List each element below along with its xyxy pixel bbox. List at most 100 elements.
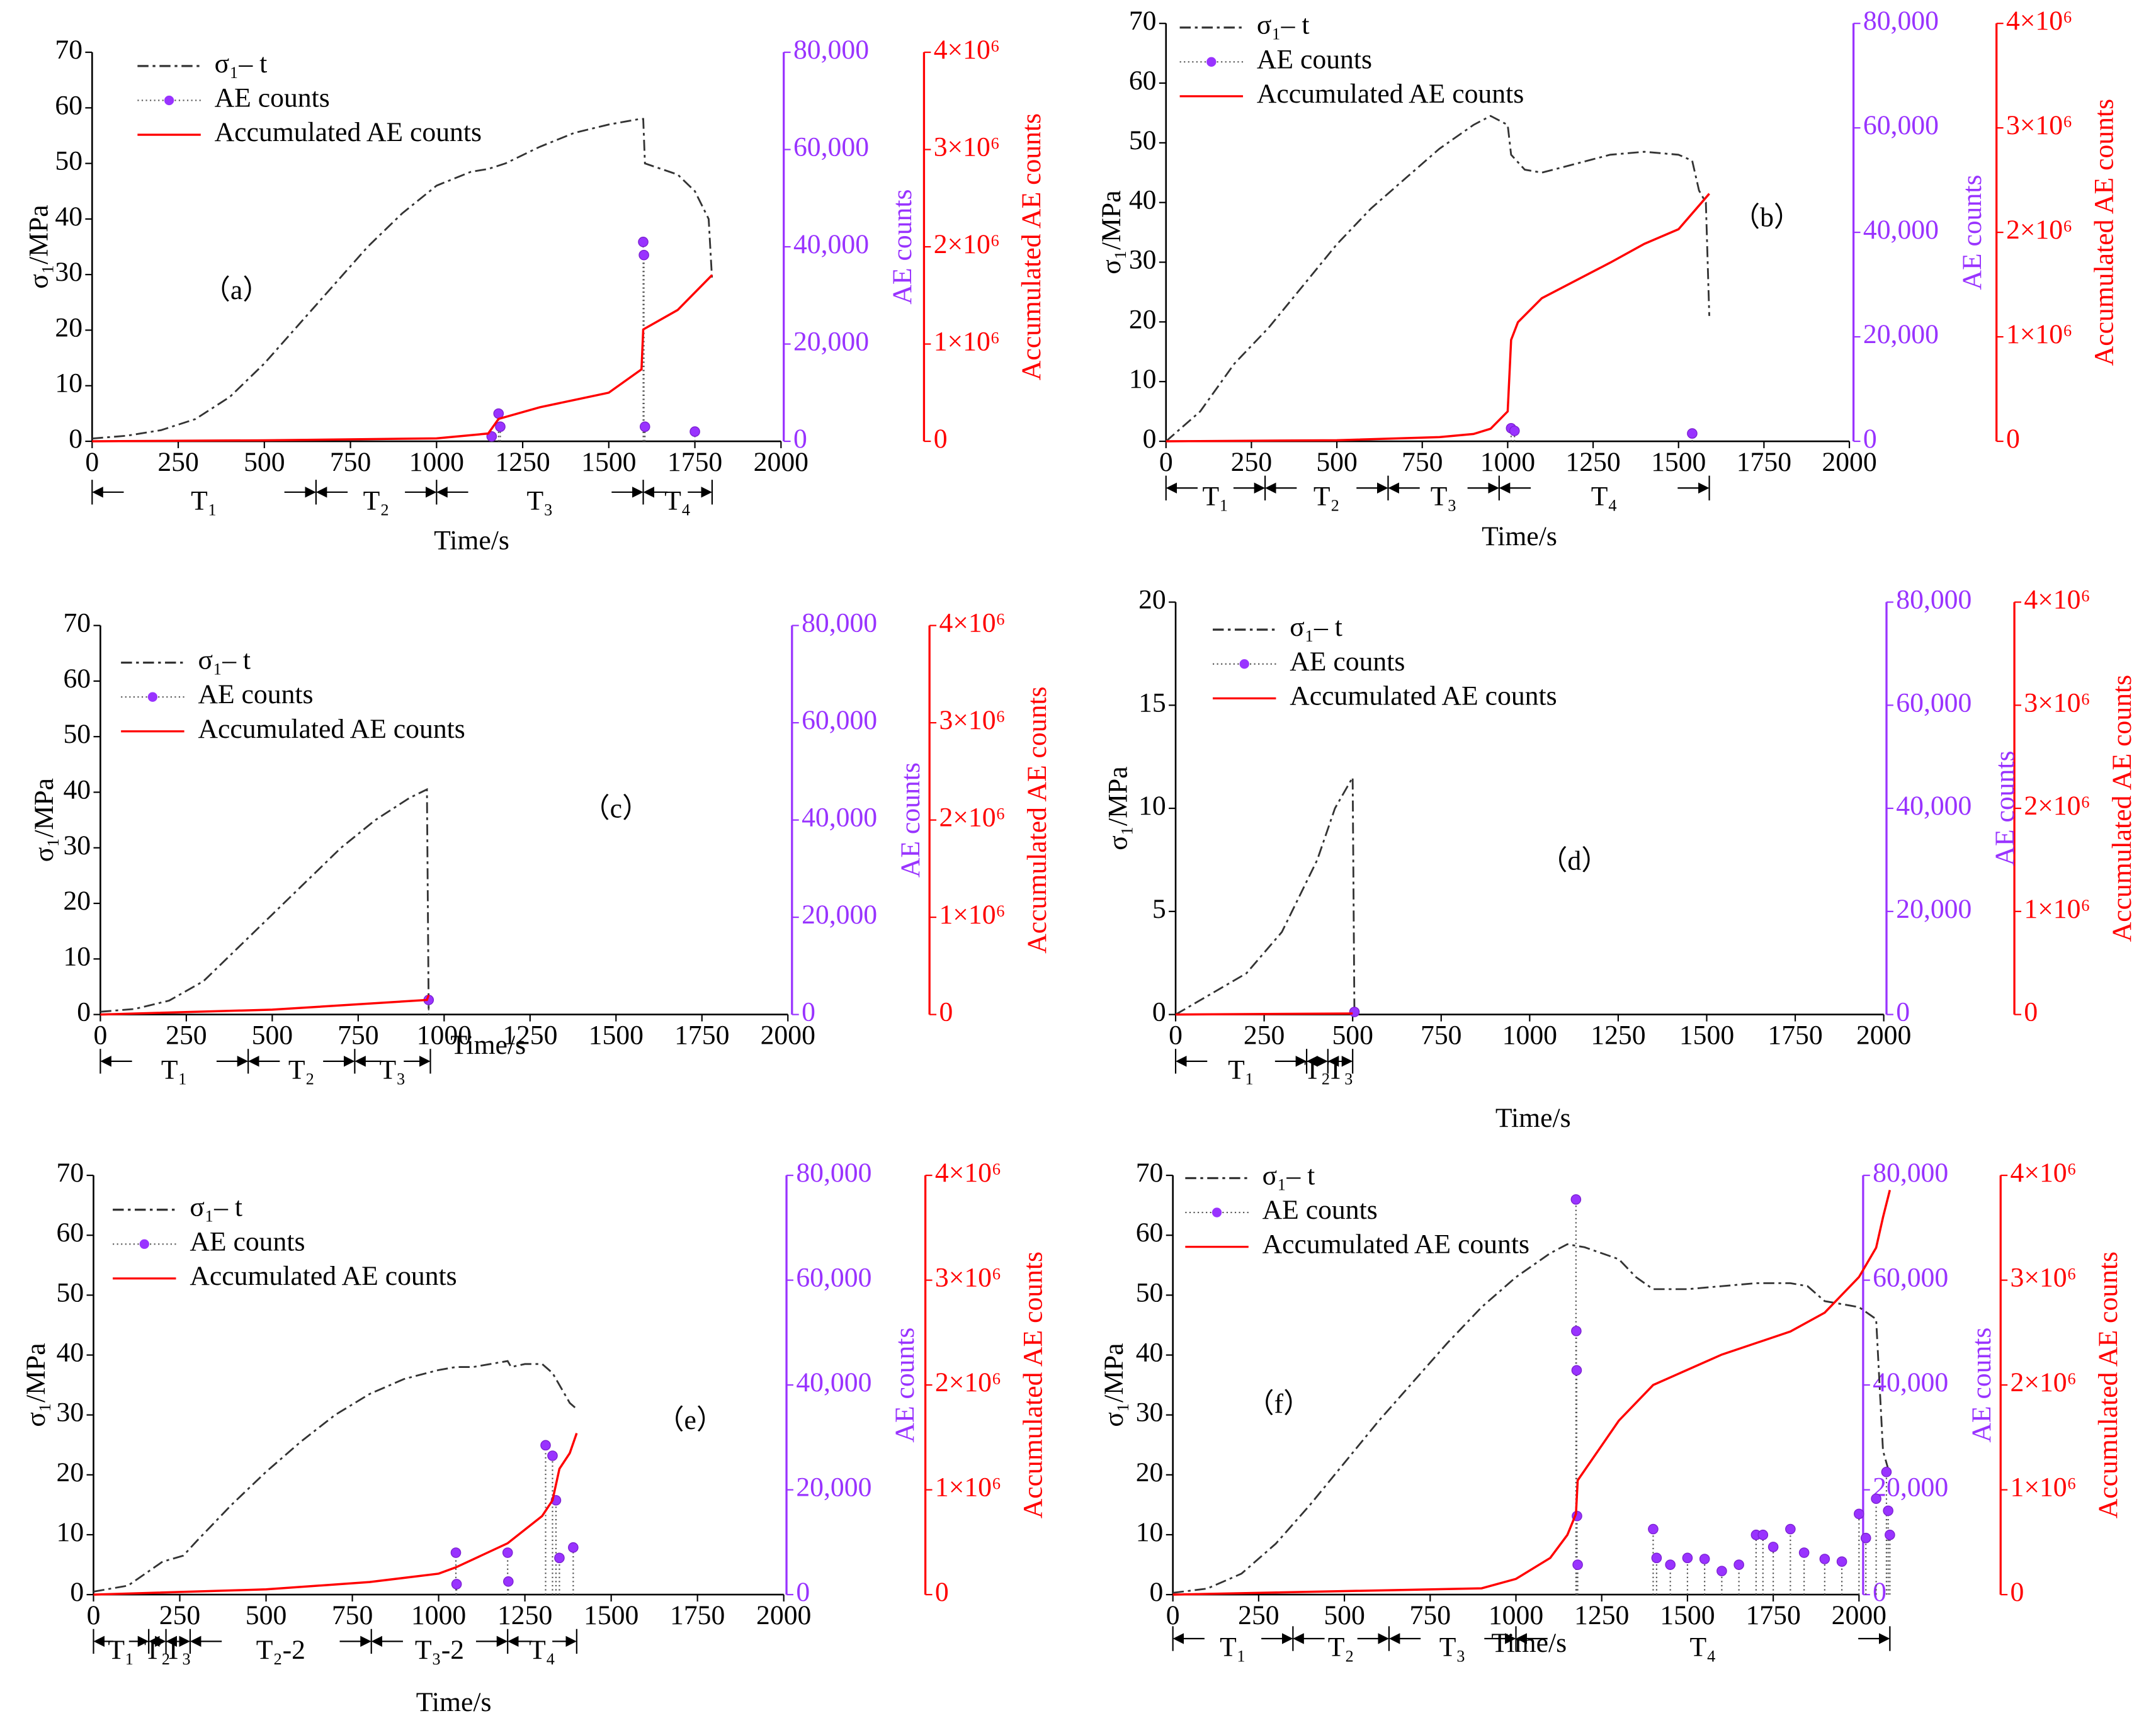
x-tick-label: 1500 bbox=[581, 447, 636, 477]
stage-label: T₃ bbox=[1431, 482, 1457, 512]
y2-tick-label: 20,000 bbox=[793, 327, 869, 357]
x-tick-label: 500 bbox=[246, 1600, 287, 1630]
y-tick-label: 0 bbox=[1152, 997, 1166, 1027]
y-tick-label: 40 bbox=[57, 1338, 84, 1368]
y2-axis-label: AE counts bbox=[1957, 175, 1987, 290]
y3-tick-label: 3×10⁶ bbox=[2011, 1263, 2077, 1293]
stage-label: T₁ bbox=[191, 485, 217, 516]
y-tick-label: 20 bbox=[1136, 1457, 1164, 1488]
ae-point bbox=[1349, 1007, 1360, 1017]
y-tick-label: 40 bbox=[63, 774, 91, 805]
stress-line bbox=[100, 788, 430, 1013]
x-axis-label: Time/s bbox=[1491, 1628, 1567, 1658]
x-tick-label: 1250 bbox=[497, 1600, 552, 1630]
ae-point bbox=[502, 1547, 513, 1558]
x-tick-label: 1750 bbox=[674, 1020, 729, 1051]
y2-axis-label: AE counts bbox=[895, 762, 926, 878]
legend-label: σ₁– t bbox=[1290, 612, 1342, 642]
y2-tick-label: 20,000 bbox=[1896, 894, 1972, 924]
y3-tick-label: 4×10⁶ bbox=[934, 35, 1000, 65]
stage-label: T₁ bbox=[1202, 482, 1228, 512]
stage-label: T₃-2 bbox=[415, 1635, 464, 1665]
panel-label: （c） bbox=[582, 793, 650, 823]
x-tick-label: 750 bbox=[338, 1020, 378, 1051]
x-tick-label: 250 bbox=[1238, 1600, 1279, 1630]
x-tick-label: 0 bbox=[1166, 1600, 1180, 1630]
x-axis-label: Time/s bbox=[434, 526, 509, 556]
y2-tick-label: 60,000 bbox=[796, 1263, 871, 1293]
y-tick-label: 10 bbox=[1136, 1517, 1164, 1547]
stage-label: T₂-2 bbox=[256, 1635, 305, 1665]
y2-tick-label: 0 bbox=[1873, 1577, 1886, 1607]
panel-label: （f） bbox=[1247, 1389, 1311, 1419]
ae-point bbox=[1860, 1532, 1871, 1544]
y3-tick-label: 0 bbox=[935, 1577, 949, 1607]
x-axis-label: Time/s bbox=[416, 1687, 492, 1717]
y2-tick-label: 20,000 bbox=[796, 1472, 871, 1503]
y-tick-label: 5 bbox=[1152, 894, 1166, 924]
y3-tick-label: 4×10⁶ bbox=[2006, 6, 2072, 36]
x-tick-label: 250 bbox=[1231, 447, 1272, 477]
y-axis-label: σ₁/MPa bbox=[24, 205, 54, 288]
ae-point bbox=[1854, 1508, 1864, 1520]
y3-axis-label: Accumulated AE counts bbox=[2093, 1251, 2123, 1518]
y3-tick-label: 0 bbox=[939, 997, 953, 1027]
x-tick-label: 500 bbox=[244, 447, 285, 477]
x-tick-label: 250 bbox=[1244, 1020, 1285, 1051]
y2-tick-label: 20,000 bbox=[802, 900, 877, 930]
ae-point bbox=[495, 421, 506, 432]
x-tick-label: 1000 bbox=[411, 1600, 466, 1630]
legend-label: σ₁– t bbox=[1262, 1160, 1315, 1190]
stage-label: T₂ bbox=[1328, 1632, 1354, 1662]
legend-label: AE counts bbox=[215, 82, 330, 113]
y2-tick-label: 40,000 bbox=[1873, 1367, 1948, 1398]
stage-label: T₃ bbox=[165, 1635, 191, 1665]
x-tick-label: 1000 bbox=[409, 447, 464, 477]
stage-label: T₃ bbox=[1439, 1632, 1466, 1662]
legend-swatch-point bbox=[139, 1239, 149, 1249]
ae-point bbox=[1881, 1467, 1892, 1477]
ae-point bbox=[1509, 426, 1520, 436]
stage-label: T₂ bbox=[288, 1054, 315, 1085]
legend-label: Accumulated AE counts bbox=[1262, 1229, 1529, 1260]
y2-tick-label: 40,000 bbox=[802, 803, 877, 833]
accumulated-line bbox=[92, 274, 713, 443]
ae-point bbox=[450, 1547, 462, 1558]
panel-label: （e） bbox=[657, 1405, 724, 1435]
y3-tick-label: 3×10⁶ bbox=[934, 132, 1000, 162]
panel-label: （a） bbox=[203, 275, 270, 305]
ae-point bbox=[1716, 1566, 1727, 1576]
y2-tick-label: 20,000 bbox=[1873, 1472, 1948, 1503]
stage-label: T₂ bbox=[1313, 482, 1340, 512]
x-tick-label: 1250 bbox=[502, 1020, 557, 1051]
x-tick-label: 1750 bbox=[1737, 447, 1791, 477]
stage-label: T₁ bbox=[1220, 1632, 1246, 1662]
y3-tick-label: 2×10⁶ bbox=[939, 803, 1005, 833]
stage-label: T₂ bbox=[363, 485, 390, 516]
y2-tick-label: 60,000 bbox=[1873, 1263, 1948, 1293]
x-tick-label: 500 bbox=[1332, 1020, 1373, 1051]
y-axis-label: σ₁/MPa bbox=[29, 778, 59, 862]
ae-point bbox=[1571, 1326, 1582, 1336]
legend-label: Accumulated AE counts bbox=[190, 1261, 457, 1291]
x-tick-label: 1250 bbox=[1565, 447, 1620, 477]
y2-tick-label: 80,000 bbox=[1873, 1158, 1948, 1188]
y3-tick-label: 4×10⁶ bbox=[935, 1158, 1001, 1188]
y2-tick-label: 0 bbox=[793, 424, 807, 454]
y3-tick-label: 2×10⁶ bbox=[2011, 1367, 2077, 1398]
x-tick-label: 1000 bbox=[1502, 1020, 1557, 1051]
y-tick-label: 15 bbox=[1138, 687, 1166, 718]
ae-point bbox=[1836, 1556, 1847, 1567]
y-tick-label: 10 bbox=[57, 1517, 84, 1547]
y-tick-label: 70 bbox=[57, 1158, 84, 1188]
y2-tick-label: 60,000 bbox=[793, 132, 869, 162]
x-tick-label: 500 bbox=[1324, 1600, 1365, 1630]
ae-point bbox=[1871, 1493, 1881, 1505]
x-tick-label: 1000 bbox=[417, 1020, 472, 1051]
y3-tick-label: 0 bbox=[2024, 997, 2038, 1027]
panel-label: （d） bbox=[1540, 845, 1609, 876]
y3-tick-label: 1×10⁶ bbox=[2011, 1472, 2077, 1503]
y-tick-label: 70 bbox=[55, 35, 82, 65]
x-tick-label: 1000 bbox=[1489, 1600, 1543, 1630]
